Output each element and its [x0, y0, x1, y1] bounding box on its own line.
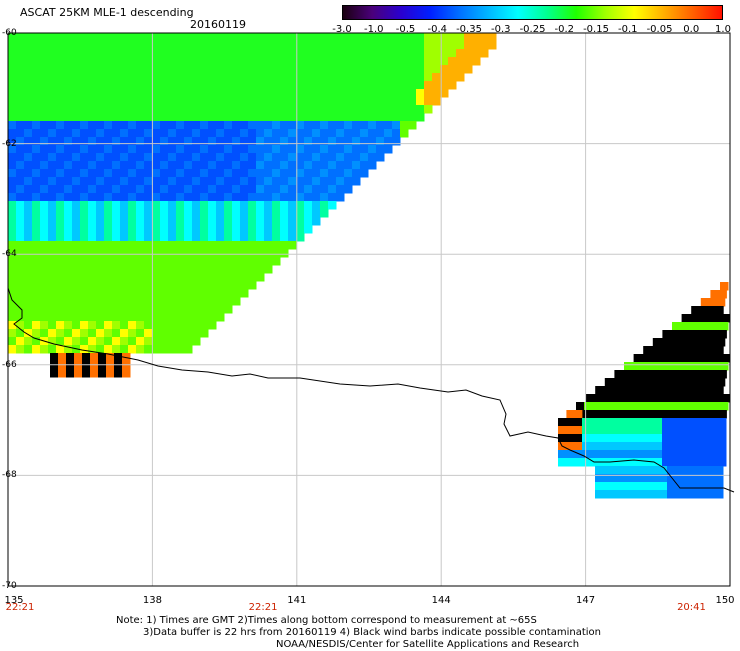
longitude-label: 141 — [287, 595, 307, 606]
color-scale-labels: -3.0 -1.0 -0.5 -0.4 -0.35 -0.3 -0.25 -0.2 -0.15-… — [330, 24, 740, 38]
time-label: 20:41 — [677, 602, 706, 613]
color-scale-label: -1.0 — [363, 24, 384, 35]
color-scale-label: -0.05 — [646, 24, 673, 35]
color-scale-label: 1.0 — [715, 24, 731, 35]
note-line-1: Note: 1) Times are GMT 2)Times along bot… — [116, 615, 537, 626]
note-line-3: NOAA/NESDIS/Center for Satellite Applica… — [276, 639, 580, 650]
longitude-label: 144 — [431, 595, 451, 606]
color-scale-label: -3.0 — [332, 24, 352, 35]
longitude-label: 135 — [4, 595, 24, 606]
longitude-label: 150 — [715, 595, 735, 606]
color-scale-label: -0.2 — [554, 24, 575, 35]
color-scale-label: -0.4 — [427, 24, 448, 35]
color-scale-label: -0.25 — [519, 24, 546, 35]
color-scale-bar — [342, 5, 723, 20]
latitude-label: -70 — [2, 581, 17, 591]
time-label: 22:21 — [5, 602, 35, 613]
footnotes: Note: 1) Times are GMT 2)Times along bot… — [116, 615, 601, 651]
color-scale-label: -0.1 — [617, 24, 638, 35]
longitude-label: 147 — [576, 595, 596, 606]
coastline — [7, 287, 735, 493]
product-title: ASCAT 25KM MLE-1 descending — [20, 6, 194, 19]
latitude-label: -66 — [2, 359, 17, 370]
time-label: 22:21 — [248, 602, 278, 613]
note-line-2: 3)Data buffer is 22 hrs from 20160119 4)… — [143, 627, 601, 638]
latitude-label: -68 — [2, 470, 17, 481]
latitude-label: -60 — [2, 28, 17, 38]
longitude-label: 138 — [142, 595, 162, 606]
latitude-label: -62 — [2, 138, 17, 149]
color-scale-label: -0.15 — [583, 24, 609, 35]
color-scale-label: -0.5 — [395, 24, 416, 35]
color-scale-label: -0.35 — [456, 24, 482, 35]
product-date: 20160119 — [190, 18, 246, 31]
color-scale-label: -0.3 — [490, 24, 511, 35]
map-frame — [7, 32, 731, 587]
latitude-label: -64 — [2, 249, 17, 260]
color-scale-label: 0.0 — [683, 24, 700, 35]
data-swath — [8, 33, 731, 499]
